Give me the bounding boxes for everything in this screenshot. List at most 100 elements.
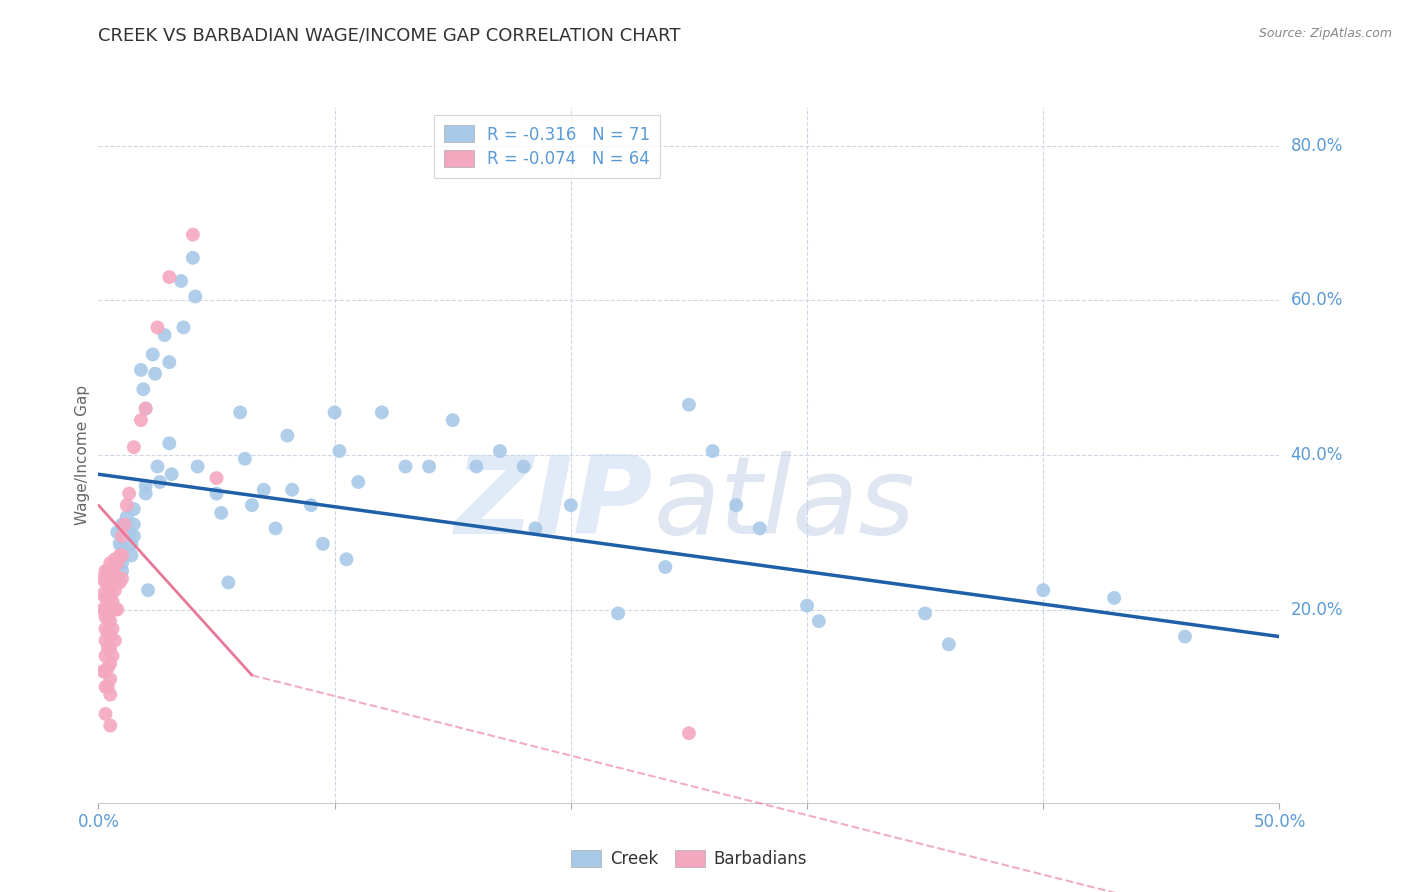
Point — [323, 405, 346, 419]
Point — [121, 549, 143, 563]
Point — [157, 355, 180, 369]
Point — [264, 521, 287, 535]
Point — [914, 607, 936, 621]
Point — [347, 475, 370, 489]
Point — [465, 459, 488, 474]
Point — [98, 641, 121, 656]
Point — [184, 289, 207, 303]
Point — [115, 498, 138, 512]
Point — [146, 320, 169, 334]
Point — [328, 444, 350, 458]
Point — [122, 502, 145, 516]
Point — [489, 444, 512, 458]
Point — [796, 599, 818, 613]
Point — [1032, 583, 1054, 598]
Text: 80.0%: 80.0% — [1291, 136, 1343, 154]
Point — [132, 382, 155, 396]
Point — [111, 529, 134, 543]
Text: atlas: atlas — [654, 451, 915, 556]
Point — [104, 602, 127, 616]
Point — [938, 637, 960, 651]
Point — [101, 595, 124, 609]
Point — [111, 556, 134, 570]
Point — [187, 459, 209, 474]
Point — [111, 541, 134, 555]
Point — [94, 622, 117, 636]
Point — [108, 549, 131, 563]
Point — [98, 657, 121, 671]
Point — [807, 614, 830, 628]
Point — [97, 660, 120, 674]
Point — [205, 471, 228, 485]
Point — [181, 251, 204, 265]
Point — [105, 602, 128, 616]
Point — [94, 564, 117, 578]
Point — [98, 602, 121, 616]
Point — [97, 625, 120, 640]
Point — [136, 583, 159, 598]
Point — [98, 556, 121, 570]
Point — [118, 486, 141, 500]
Point — [98, 614, 121, 628]
Point — [98, 718, 121, 732]
Point — [111, 549, 134, 563]
Point — [135, 401, 157, 416]
Point — [98, 688, 121, 702]
Point — [91, 572, 114, 586]
Point — [1102, 591, 1125, 605]
Legend: Creek, Barbadians: Creek, Barbadians — [565, 843, 813, 875]
Point — [94, 680, 117, 694]
Point — [607, 607, 630, 621]
Point — [142, 347, 165, 361]
Point — [97, 680, 120, 694]
Point — [181, 227, 204, 242]
Point — [118, 525, 141, 540]
Point — [105, 525, 128, 540]
Point — [371, 405, 394, 419]
Point — [97, 579, 120, 593]
Point — [101, 622, 124, 636]
Point — [135, 401, 157, 416]
Point — [678, 398, 700, 412]
Point — [108, 575, 131, 590]
Point — [524, 521, 547, 535]
Point — [94, 648, 117, 663]
Point — [97, 610, 120, 624]
Point — [172, 320, 194, 334]
Point — [253, 483, 276, 497]
Text: CREEK VS BARBADIAN WAGE/INCOME GAP CORRELATION CHART: CREEK VS BARBADIAN WAGE/INCOME GAP CORRE… — [98, 27, 681, 45]
Point — [678, 726, 700, 740]
Point — [104, 552, 127, 566]
Point — [129, 363, 152, 377]
Point — [146, 459, 169, 474]
Point — [209, 506, 232, 520]
Point — [205, 486, 228, 500]
Point — [312, 537, 335, 551]
Point — [101, 579, 124, 593]
Point — [122, 517, 145, 532]
Text: 20.0%: 20.0% — [1291, 600, 1343, 618]
Point — [111, 549, 134, 563]
Point — [748, 521, 770, 535]
Point — [94, 591, 117, 605]
Point — [91, 587, 114, 601]
Point — [101, 648, 124, 663]
Point — [98, 591, 121, 605]
Point — [143, 367, 166, 381]
Point — [115, 509, 138, 524]
Point — [702, 444, 724, 458]
Point — [160, 467, 183, 482]
Legend: R = -0.316   N = 71, R = -0.074   N = 64: R = -0.316 N = 71, R = -0.074 N = 64 — [434, 115, 661, 178]
Point — [97, 595, 120, 609]
Point — [233, 451, 256, 466]
Point — [149, 475, 172, 489]
Point — [217, 575, 239, 590]
Text: 40.0%: 40.0% — [1291, 446, 1343, 464]
Point — [94, 602, 117, 616]
Point — [1174, 630, 1197, 644]
Point — [105, 572, 128, 586]
Point — [101, 564, 124, 578]
Point — [111, 572, 134, 586]
Text: Source: ZipAtlas.com: Source: ZipAtlas.com — [1258, 27, 1392, 40]
Point — [105, 556, 128, 570]
